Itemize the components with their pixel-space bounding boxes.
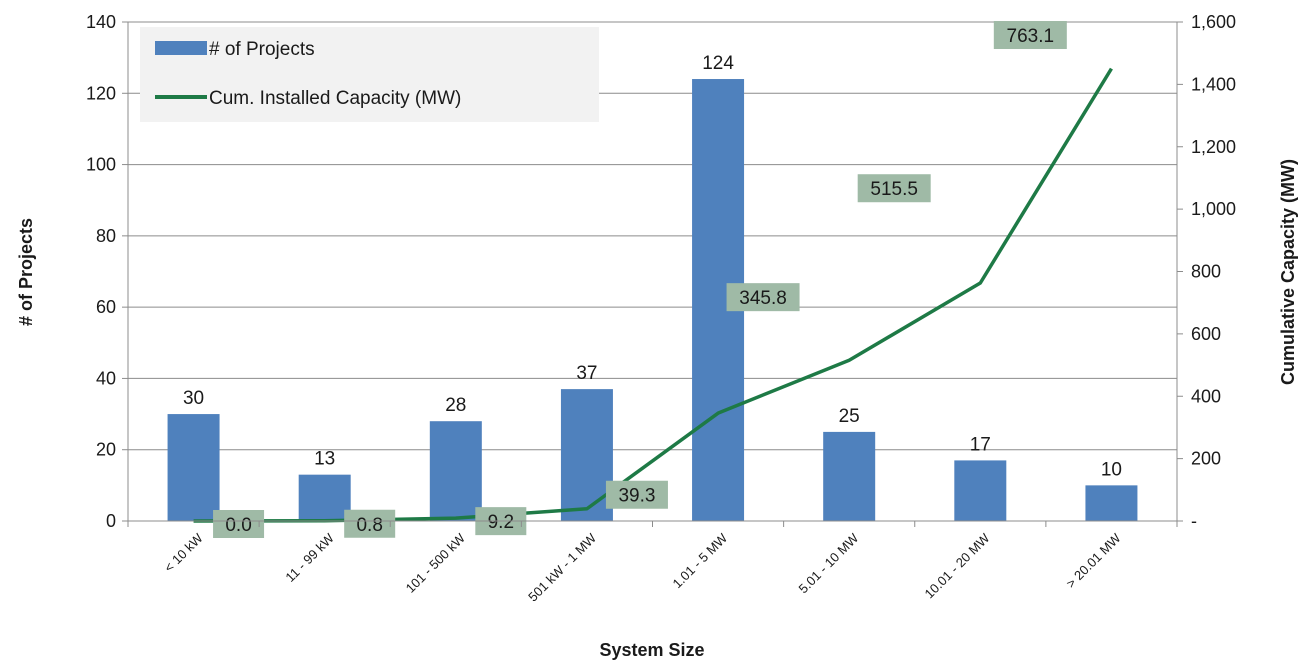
y2-tick-label: 1,200 xyxy=(1191,137,1236,157)
right-axis-ticks: - 200 400 600 800 1,000 1,200 1,400 1,600 xyxy=(1177,12,1236,531)
legend-bar-swatch xyxy=(155,41,207,55)
bar xyxy=(954,460,1007,521)
x-category-label: 101 - 500 kW xyxy=(403,530,469,596)
bar-labels: 30 13 28 37 124 25 17 10 xyxy=(183,53,1122,480)
bar xyxy=(167,414,220,521)
capacity-label-box xyxy=(605,480,668,509)
capacity-value-label: 515.5 xyxy=(870,179,918,200)
capacity-point: 345.8 xyxy=(726,283,800,312)
left-axis-ticks: 0 20 40 60 80 100 120 140 xyxy=(86,12,128,531)
y-tick-label: 120 xyxy=(86,83,116,103)
capacity-value-label: 0.8 xyxy=(356,515,382,536)
y-tick-label: 40 xyxy=(96,368,116,388)
bar-value-label: 25 xyxy=(839,406,860,427)
legend-label-projects: # of Projects xyxy=(209,39,315,60)
y2-tick-label: 600 xyxy=(1191,324,1221,344)
y-tick-label: 140 xyxy=(86,12,116,32)
capacity-value-label: 9.2 xyxy=(488,512,514,533)
y2-tick-label: 400 xyxy=(1191,386,1221,406)
y2-tick-label: 1,000 xyxy=(1191,199,1236,219)
y2-tick-label: 200 xyxy=(1191,449,1221,469)
x-category-label: 11 - 99 kW xyxy=(282,530,337,585)
x-category-label: 5.01 - 10 MW xyxy=(796,530,862,596)
y-tick-label: 20 xyxy=(96,440,116,460)
bar-value-label: 124 xyxy=(702,53,734,74)
x-axis-title: System Size xyxy=(599,640,704,660)
legend-background xyxy=(140,27,599,122)
y-tick-label: 100 xyxy=(86,155,116,175)
capacity-point: 515.5 xyxy=(857,174,931,203)
x-category-label: 501 kW - 1 MW xyxy=(525,530,599,604)
capacity-label-box xyxy=(344,509,396,538)
bar xyxy=(298,474,351,521)
bar-value-label: 37 xyxy=(576,363,597,384)
bar xyxy=(560,389,613,521)
capacity-label-box xyxy=(993,21,1067,50)
y2-tick-label: 800 xyxy=(1191,262,1221,282)
capacity-label-box xyxy=(213,510,265,538)
bar xyxy=(1085,485,1138,521)
x-category-label: 1.01 - 5 MW xyxy=(670,530,731,591)
bar xyxy=(823,431,876,521)
capacity-point: 39.3 xyxy=(605,480,668,509)
capacity-label-box xyxy=(726,283,800,312)
y-tick-label: 80 xyxy=(96,226,116,246)
y2-tick-label: 1,400 xyxy=(1191,74,1236,94)
bar-value-label: 17 xyxy=(970,434,991,455)
capacity-point: 0.8 xyxy=(344,509,396,538)
y-tick-label: 60 xyxy=(96,297,116,317)
bar-value-label: 28 xyxy=(445,395,466,416)
capacity-value-label: 39.3 xyxy=(618,486,655,507)
bar-value-label: 30 xyxy=(183,388,204,409)
bar-value-label: 10 xyxy=(1101,459,1122,480)
x-category-label: < 10 kW xyxy=(161,530,206,575)
y2-tick-label: - xyxy=(1191,511,1197,531)
bar-value-label: 13 xyxy=(314,449,335,470)
y2-axis-title: Cumulative Capacity (MW) xyxy=(1278,159,1298,385)
capacity-point: 763.1 xyxy=(993,21,1067,50)
y2-tick-label: 1,600 xyxy=(1191,12,1236,32)
capacity-value-label: 0.0 xyxy=(225,515,251,536)
capacity-label-box xyxy=(857,174,931,203)
capacity-point: 0.0 xyxy=(213,510,265,538)
capacity-value-label: 345.8 xyxy=(739,288,787,309)
x-category-label: > 20.01 MW xyxy=(1063,530,1124,591)
y-axis-title: # of Projects xyxy=(16,218,36,326)
capacity-value-label: 763.1 xyxy=(1007,26,1055,47)
x-axis-ticks: < 10 kW 11 - 99 kW 101 - 500 kW 501 kW - 1 … xyxy=(127,521,1178,604)
legend-label-capacity: Cum. Installed Capacity (MW) xyxy=(209,88,461,109)
legend: # of Projects Cum. Installed Capacity (M… xyxy=(140,27,599,122)
y-tick-label: 0 xyxy=(106,511,116,531)
bar xyxy=(429,421,482,521)
x-category-label: 10.01 - 20 MW xyxy=(922,530,993,601)
bars xyxy=(167,79,1138,522)
